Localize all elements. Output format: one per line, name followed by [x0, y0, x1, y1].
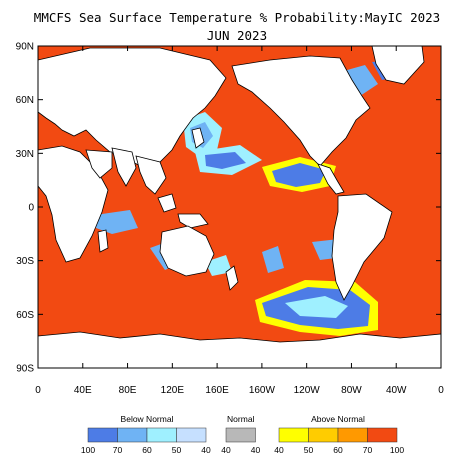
land-arabia	[85, 149, 113, 179]
legend-tick-label: 100	[81, 445, 95, 455]
lon-tick-label: 0	[438, 385, 444, 396]
land-africa	[37, 145, 109, 263]
legend-tick-label: 50	[304, 445, 314, 455]
lon-tick-label: 120W	[294, 385, 321, 396]
legend-swatch	[367, 427, 398, 443]
patch-south-pacific-central	[262, 246, 284, 273]
land-north-america	[231, 55, 371, 167]
lon-tick-label: 160W	[249, 385, 276, 396]
lat-tick-label: 30N	[16, 149, 34, 160]
latitude-axis: 90N 60N 30N 0 30S 60S 90S	[16, 42, 441, 375]
patch-northeast-pacific-core	[272, 163, 326, 187]
lon-tick-label: 160E	[205, 385, 229, 396]
land-southeast-asia	[135, 155, 167, 195]
legend-tick-label: 70	[113, 445, 123, 455]
patch-tasman	[205, 255, 232, 276]
legend-tick-label: 40	[274, 445, 284, 455]
legend-swatch	[225, 427, 256, 443]
lon-tick-label: 80E	[119, 385, 137, 396]
lon-tick-label: 80W	[341, 385, 362, 396]
probability-legend: Below Normal 100 70 60 50 40 Normal 40 40 Above N…	[81, 414, 404, 455]
map-subtitle: JUN 2023	[206, 28, 268, 43]
land-new-zealand	[225, 265, 239, 291]
below-normal-patches	[95, 60, 400, 336]
legend-swatch	[308, 427, 339, 443]
patch-indian-ocean	[95, 210, 138, 234]
legend-swatch	[278, 427, 309, 443]
land-australia	[159, 225, 215, 277]
patch-southern-ocean-light	[285, 296, 348, 318]
legend-tick-label: 60	[333, 445, 343, 455]
land-new-guinea	[177, 213, 209, 229]
legend-swatch	[176, 427, 207, 443]
legend-group-label: Below Normal	[121, 414, 174, 424]
lat-tick-label: 60S	[16, 310, 34, 321]
legend-group-label: Above Normal	[311, 414, 365, 424]
legend-swatch	[87, 427, 118, 443]
legend-tick-label: 70	[363, 445, 373, 455]
map-title: MMCFS Sea Surface Temperature % Probabil…	[33, 10, 441, 25]
lon-tick-label: 0	[35, 385, 41, 396]
legend-group-label: Normal	[227, 414, 255, 424]
legend-swatch	[337, 427, 368, 443]
land-india	[111, 147, 137, 187]
longitude-axis: 0 40E 80E 120E 160E 160W 120W 80W 40W 0	[35, 46, 444, 396]
land-central-america	[317, 163, 345, 195]
legend-tick-label: 100	[390, 445, 404, 455]
lat-tick-label: 60N	[16, 95, 34, 106]
lat-tick-label: 90S	[16, 364, 34, 375]
legend-tick-label: 50	[172, 445, 182, 455]
land-masses	[37, 45, 442, 369]
land-borneo	[157, 193, 177, 213]
lat-tick-label: 90N	[16, 42, 34, 53]
legend-tick-label: 40	[251, 445, 261, 455]
legend-tick-label: 40	[201, 445, 211, 455]
land-south-america	[331, 193, 393, 301]
land-japan	[191, 127, 205, 149]
legend-swatch	[146, 427, 177, 443]
patch-kuroshio-core	[205, 152, 246, 169]
lon-tick-label: 40W	[386, 385, 407, 396]
legend-swatch	[117, 427, 148, 443]
legend-tick-label: 40	[221, 445, 231, 455]
lat-tick-label: 30S	[16, 256, 34, 267]
legend-tick-label: 60	[142, 445, 152, 455]
land-madagascar	[97, 229, 109, 253]
lon-tick-label: 40E	[74, 385, 92, 396]
lon-tick-label: 120E	[161, 385, 185, 396]
lat-tick-label: 0	[28, 203, 34, 214]
